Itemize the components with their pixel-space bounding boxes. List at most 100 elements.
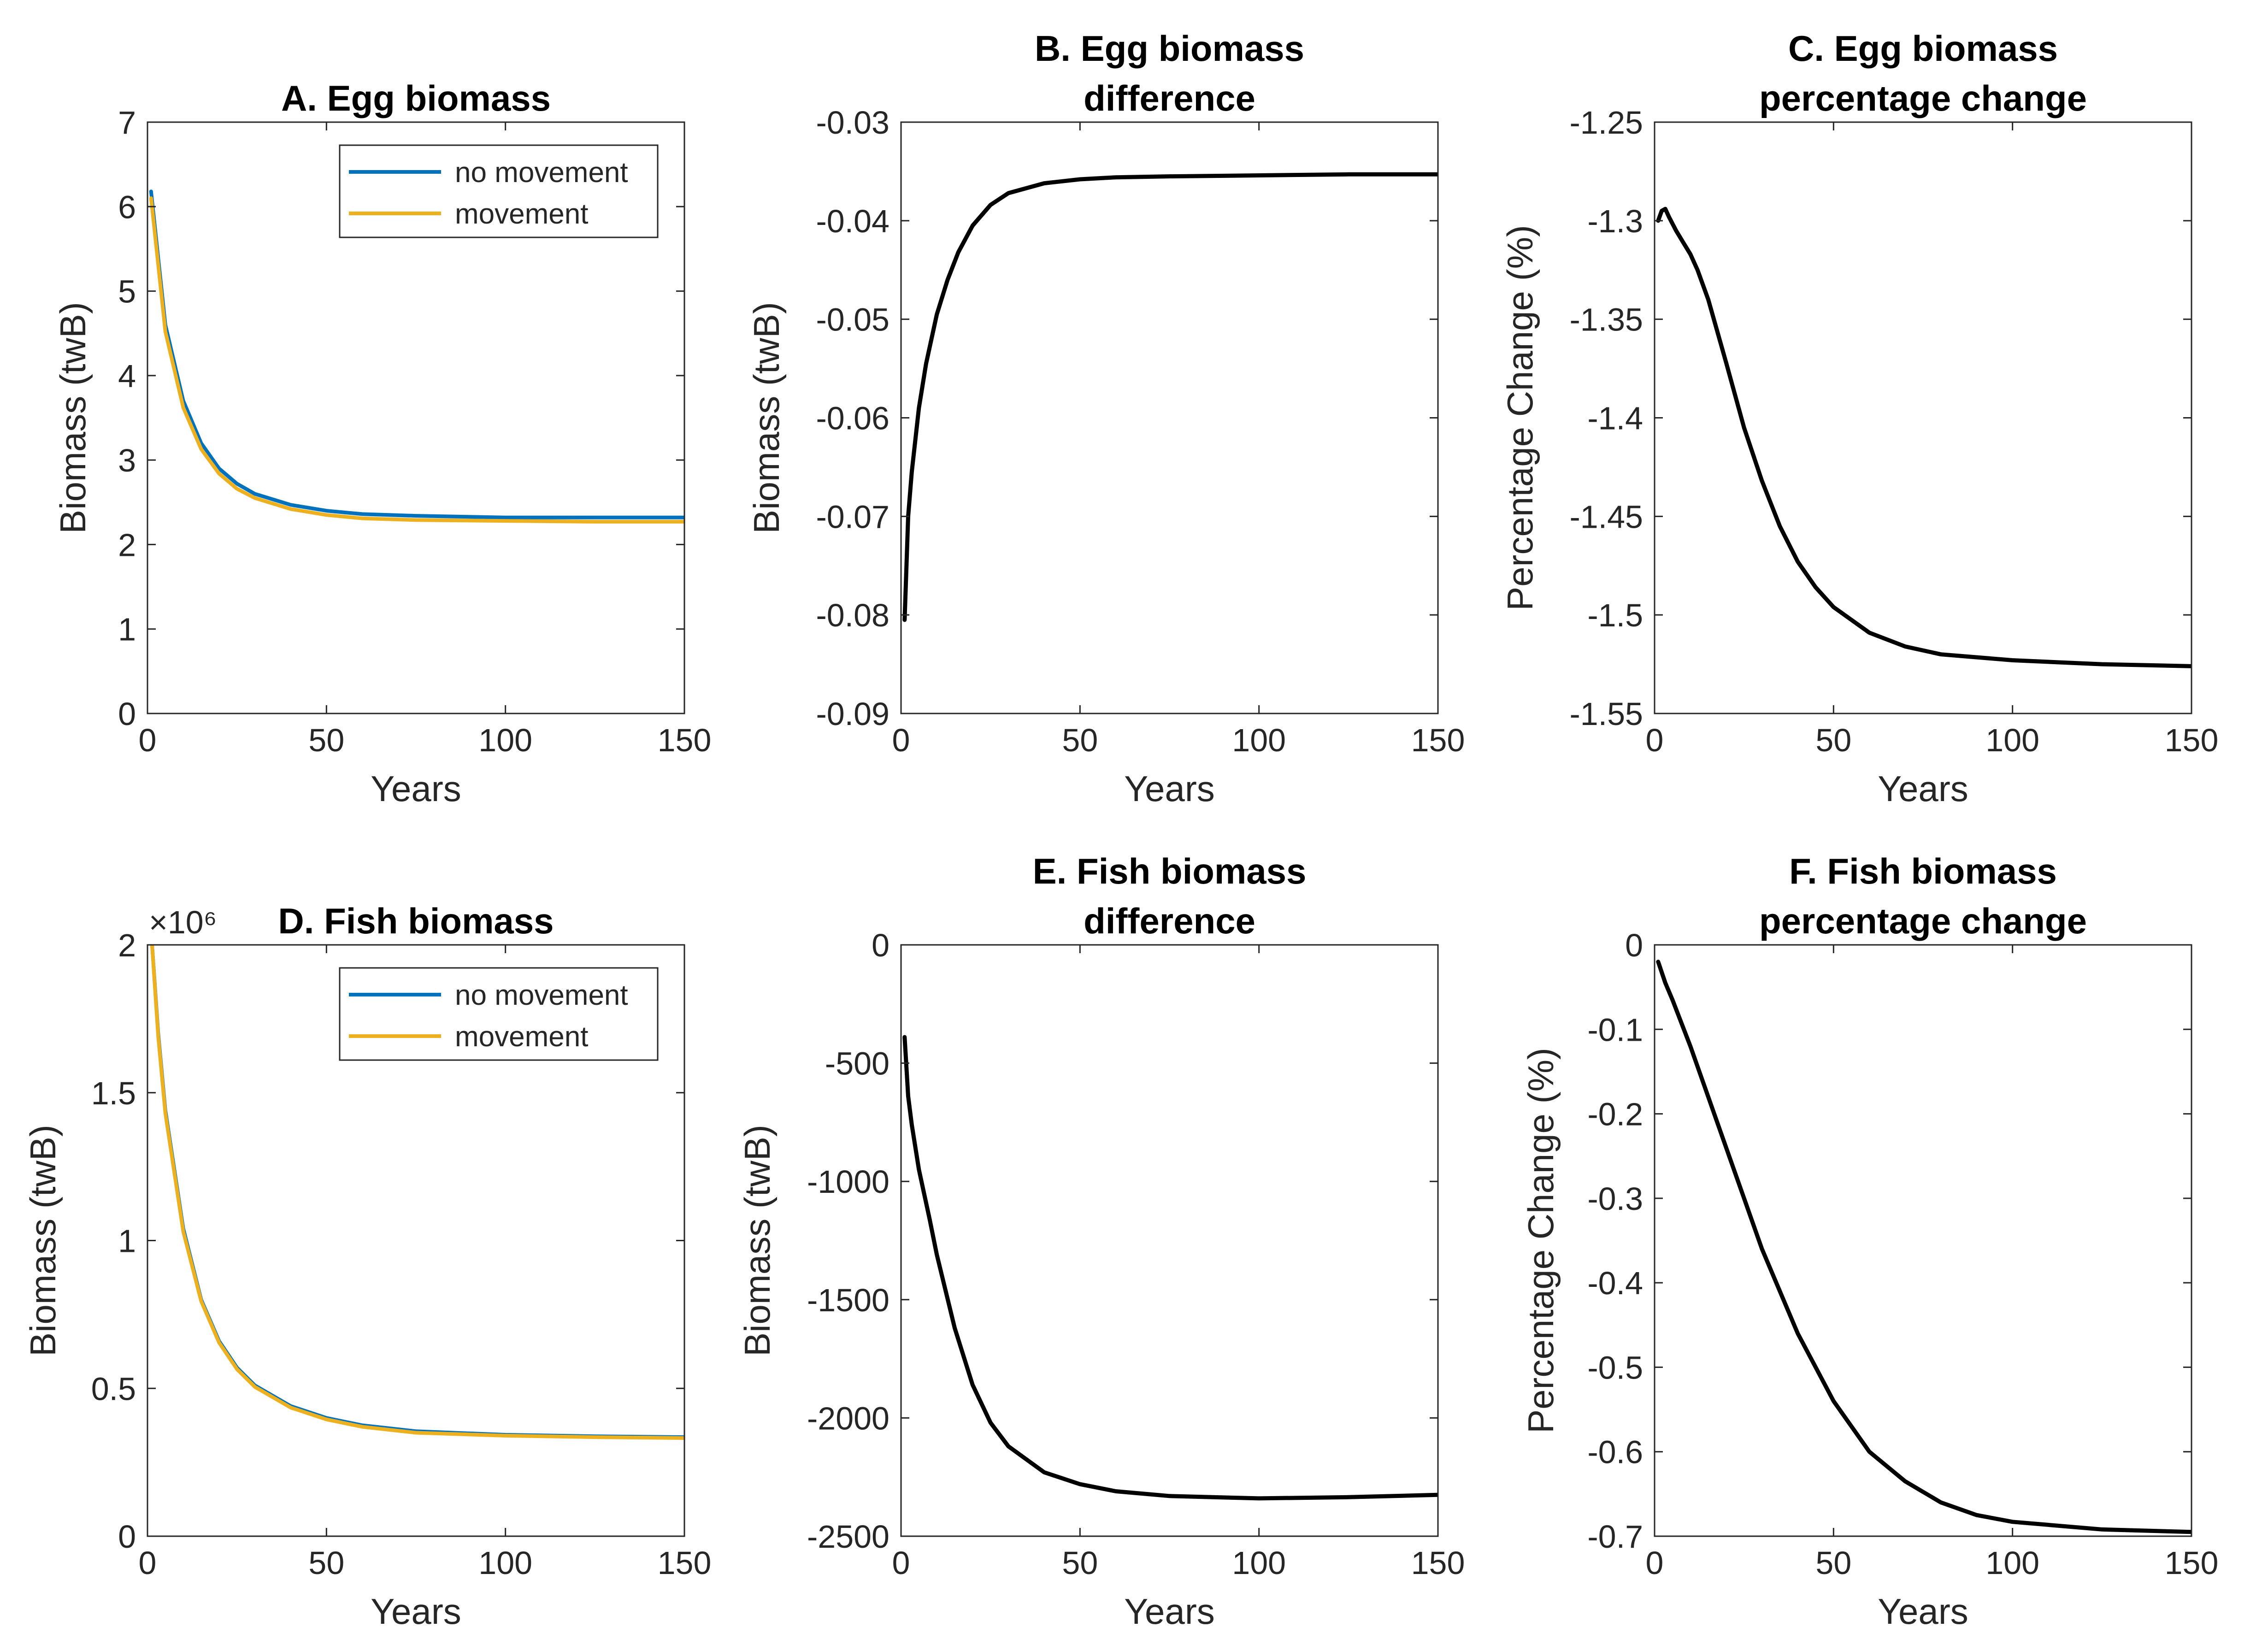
- x-tick-label: 100: [1232, 1545, 1286, 1581]
- panel-e: 0 50 100 150 -2500 -2000 -1500 -1000 -500 0 E. Fis…: [737, 851, 1465, 1632]
- y-tick-label: -0.07: [816, 499, 890, 535]
- y-tick-label: -1.4: [1587, 401, 1643, 436]
- x-tick-label: 0: [139, 1545, 157, 1581]
- y-tick-label: 3: [118, 442, 136, 478]
- series-line-no-movement: [149, 189, 684, 519]
- panel-title: difference: [1084, 901, 1255, 941]
- axes-box: [900, 944, 1439, 1537]
- y-tick-label: -2500: [807, 1519, 890, 1555]
- x-tick-label: 0: [892, 722, 910, 758]
- y-tick-label: -0.08: [816, 597, 890, 633]
- y-tick-label: -0.06: [816, 401, 890, 436]
- y-tick-label: 7: [118, 105, 136, 141]
- x-tick-label: 0: [1646, 722, 1664, 758]
- y-tick-label: -0.7: [1587, 1519, 1643, 1555]
- y-tick-label: 6: [118, 189, 136, 225]
- panel-c: 0 50 100 150 -1.55 -1.5 -1.45 -1.4 -1.35 -1.3 -1.2…: [1500, 28, 2218, 809]
- y-tick-label: 0.5: [91, 1371, 136, 1407]
- x-axis-label: Years: [1878, 768, 1968, 809]
- y-axis-label: Percentage Change (%): [1500, 225, 1540, 611]
- x-tick-label: 150: [1411, 722, 1465, 758]
- y-tick-label: -0.4: [1587, 1265, 1643, 1301]
- y-tick-label: -0.1: [1587, 1012, 1643, 1048]
- y-tick-label: -1.25: [1569, 105, 1643, 141]
- series-line-difference: [1656, 960, 2191, 1534]
- panel-d: 0 50 100 150 0 0.5 1 1.5 2 ×10⁶ D. Fish biomass Yea…: [23, 901, 711, 1632]
- y-tick-label: -1500: [807, 1282, 890, 1318]
- y-tick-label: -0.09: [816, 696, 890, 732]
- y-tick-label: -0.2: [1587, 1097, 1643, 1132]
- legend: no movement movement: [339, 967, 659, 1061]
- panel-title: percentage change: [1759, 901, 2087, 941]
- y-axis-label: Biomass (twB): [737, 1125, 778, 1356]
- x-tick-label: 150: [1411, 1545, 1465, 1581]
- y-tick-label: 1: [118, 612, 136, 648]
- y-tick-label: -0.5: [1587, 1350, 1643, 1385]
- y-exponent-label: ×10⁶: [149, 904, 217, 940]
- y-tick-label: -0.04: [816, 203, 890, 239]
- y-tick-label: 2: [118, 927, 136, 963]
- y-tick-label: -0.3: [1587, 1181, 1643, 1217]
- x-tick-label: 50: [1062, 1545, 1098, 1581]
- axes-box: [147, 121, 685, 714]
- y-axis-label: Biomass (twB): [23, 1125, 63, 1356]
- y-tick-label: -1.55: [1569, 696, 1643, 732]
- x-tick-label: 0: [1646, 1545, 1664, 1581]
- panel-title: C. Egg biomass: [1788, 28, 2058, 69]
- series-line-difference: [902, 1035, 1438, 1501]
- panel-title: percentage change: [1759, 78, 2087, 118]
- legend-box: [339, 967, 659, 1061]
- x-tick-label: 0: [139, 722, 157, 758]
- y-tick-label: -1.35: [1569, 302, 1643, 338]
- y-tick-label: 4: [118, 358, 136, 394]
- x-tick-label: 100: [1985, 722, 2039, 758]
- series-line-movement: [149, 196, 684, 524]
- panel-title: E. Fish biomass: [1033, 851, 1307, 891]
- panel-title: F. Fish biomass: [1789, 851, 2057, 891]
- y-tick-label: 0: [118, 696, 136, 732]
- legend: no movement movement: [339, 144, 659, 238]
- panel-f: 0 50 100 150 -0.7 -0.6 -0.5 -0.4 -0.3 -0.2 -0.1 0 F.…: [1520, 851, 2218, 1632]
- legend-box: [339, 144, 659, 238]
- y-tick-label: 0: [118, 1519, 136, 1555]
- legend-entry-label: no movement: [455, 979, 628, 1011]
- axes-box: [1654, 944, 2192, 1537]
- y-tick-label: 5: [118, 274, 136, 310]
- panel-title: B. Egg biomass: [1035, 28, 1304, 69]
- y-tick-label: -500: [825, 1046, 890, 1082]
- x-tick-label: 50: [308, 722, 344, 758]
- x-tick-label: 50: [308, 1545, 344, 1581]
- y-tick-label: -1.45: [1569, 499, 1643, 535]
- y-tick-label: 0: [872, 927, 890, 963]
- x-tick-label: 150: [2165, 1545, 2219, 1581]
- legend-entry-label: movement: [455, 198, 588, 230]
- x-tick-label: 150: [658, 722, 712, 758]
- y-axis-label: Biomass (twB): [746, 302, 787, 534]
- y-tick-label: -1.5: [1587, 597, 1643, 633]
- x-axis-label: Years: [371, 1591, 461, 1632]
- x-tick-label: 100: [478, 722, 532, 758]
- series-line-difference: [1656, 206, 2191, 668]
- x-tick-label: 50: [1062, 722, 1098, 758]
- panel-title: A. Egg biomass: [281, 78, 551, 118]
- y-tick-label: -0.03: [816, 105, 890, 141]
- y-tick-label: 1: [118, 1223, 136, 1259]
- legend-entry-label: no movement: [455, 157, 628, 189]
- panel-b: 0 50 100 150 -0.09 -0.08 -0.07 -0.06 -0.05 -0.04 -…: [746, 28, 1465, 809]
- y-tick-label: 1.5: [91, 1075, 136, 1111]
- y-tick-label: -0.6: [1587, 1434, 1643, 1470]
- y-tick-label: -1.3: [1587, 203, 1643, 239]
- x-tick-label: 100: [1985, 1545, 2039, 1581]
- y-tick-label: -1000: [807, 1164, 890, 1200]
- y-axis-label: Percentage Change (%): [1520, 1048, 1561, 1433]
- x-axis-label: Years: [1124, 768, 1215, 809]
- y-tick-label: 2: [118, 527, 136, 563]
- x-tick-label: 50: [1815, 1545, 1851, 1581]
- x-tick-label: 0: [892, 1545, 910, 1581]
- y-tick-label: -2000: [807, 1400, 890, 1436]
- x-tick-label: 50: [1815, 722, 1851, 758]
- panel-title: D. Fish biomass: [278, 901, 554, 941]
- panel-a: 0 50 100 150 0 1 2 3 4 5 6 7 A. Egg biomass Years Biom…: [53, 78, 711, 809]
